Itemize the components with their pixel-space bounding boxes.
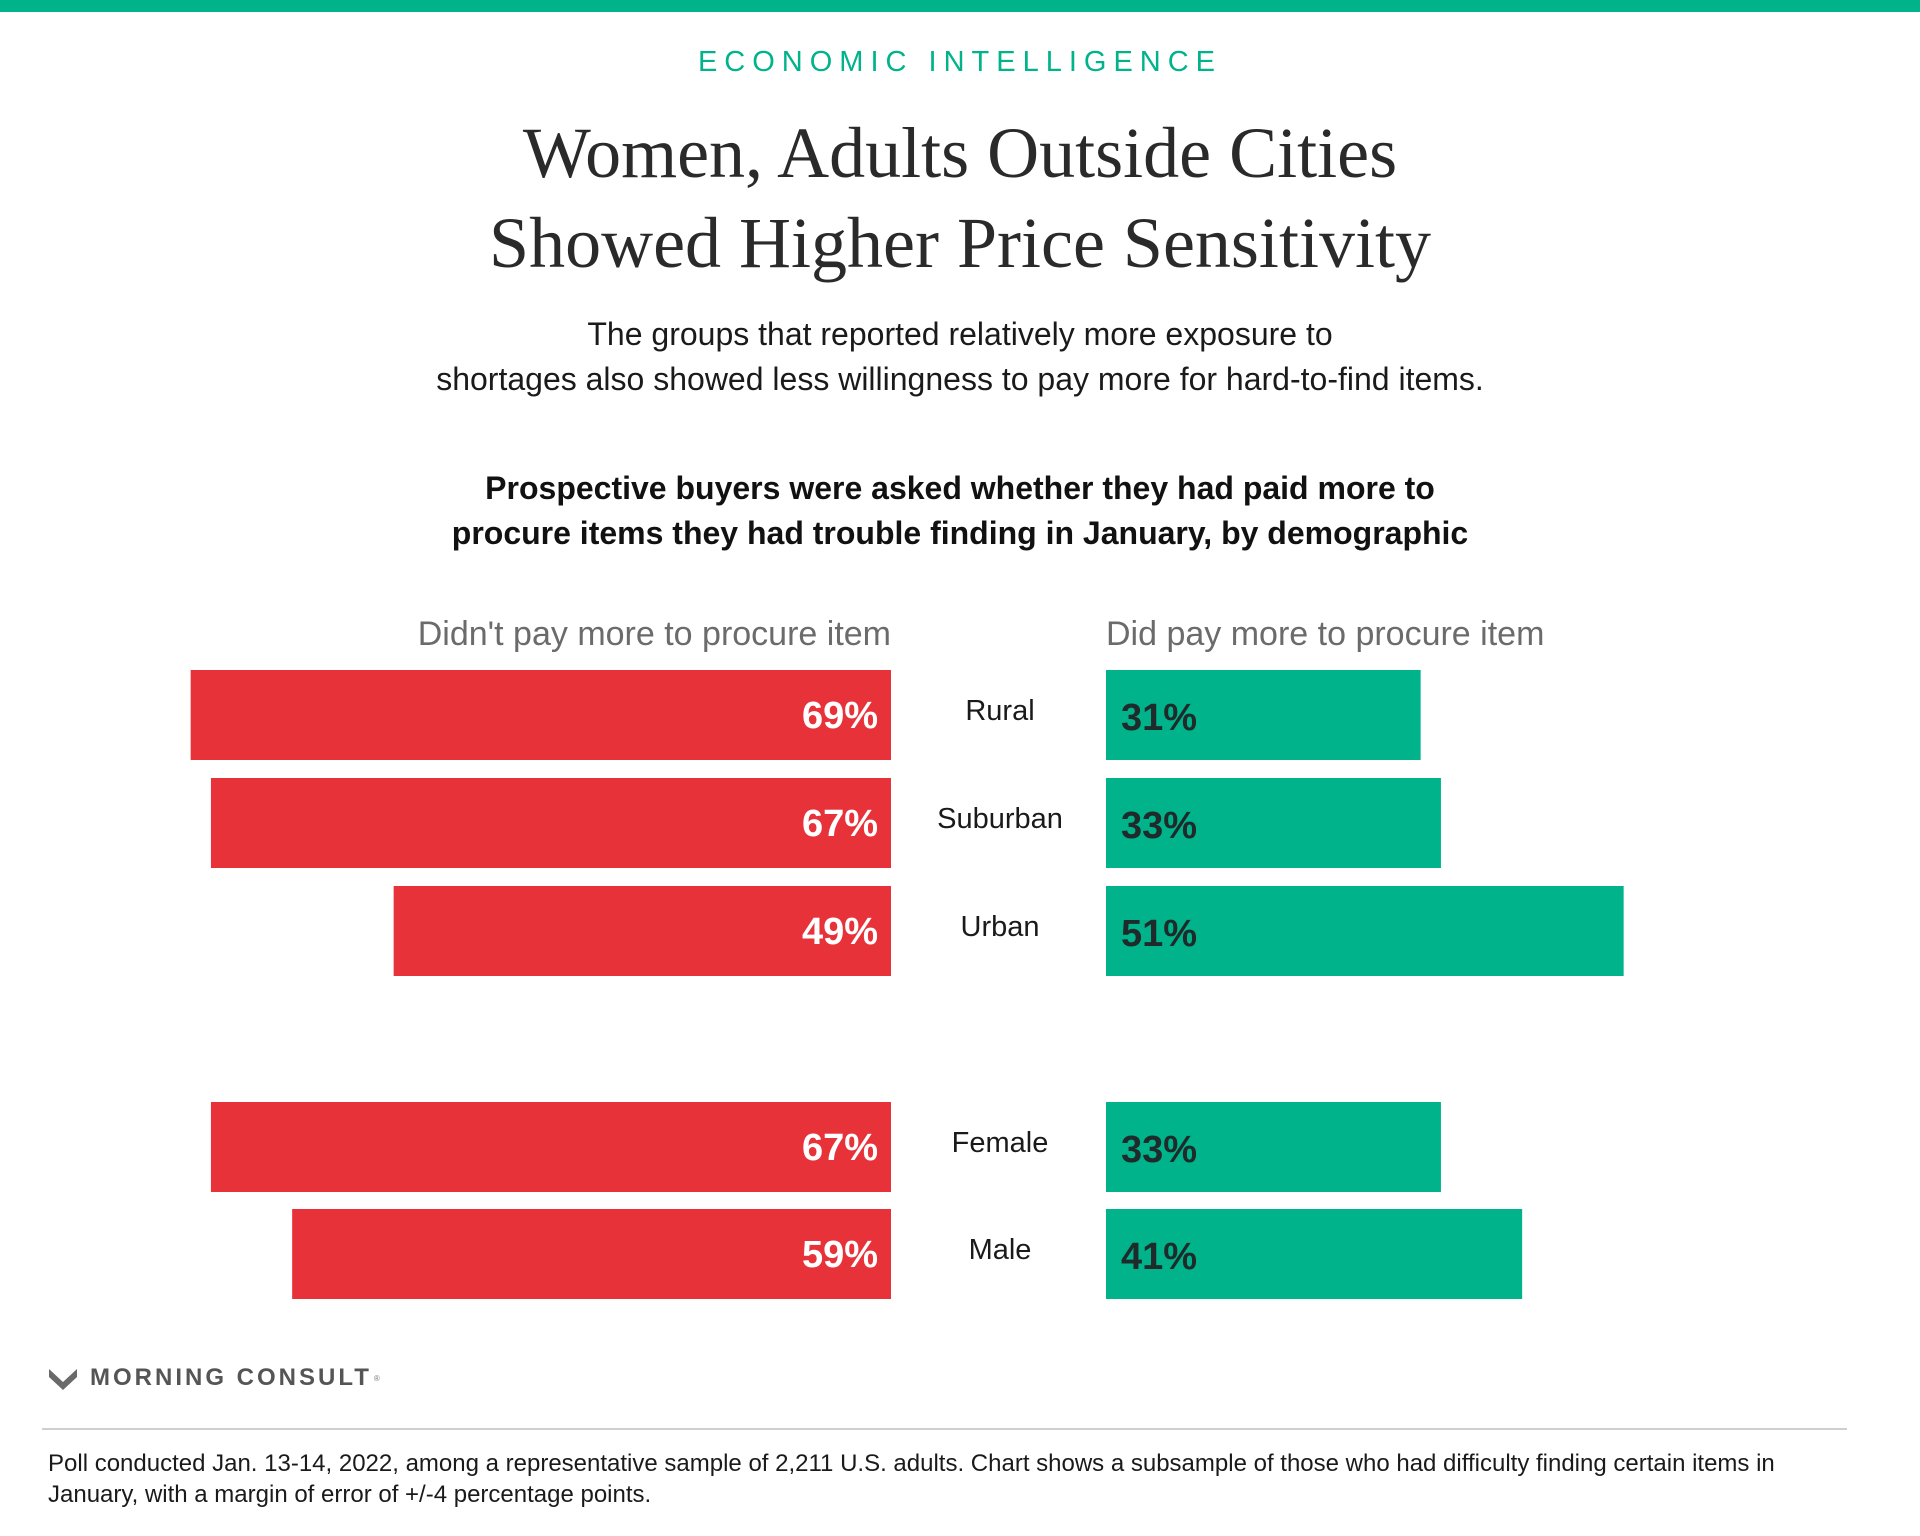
bar-did-pay-suburban	[1106, 778, 1441, 868]
data-label-did-pay-rural: 31%	[1121, 697, 1197, 739]
top-accent-rule	[0, 0, 1920, 12]
title-line-2: Showed Higher Price Sensitivity	[489, 203, 1431, 283]
subtitle: The groups that reported relatively more…	[0, 312, 1920, 402]
data-label-did-pay-urban: 51%	[1121, 913, 1197, 955]
footer-divider	[42, 1428, 1847, 1430]
category-label-female: Female	[952, 1127, 1049, 1159]
bar-didnt-pay-urban	[393, 886, 891, 976]
bar-did-pay-urban	[1106, 886, 1624, 976]
data-label-didnt-pay-urban: 49%	[802, 911, 878, 953]
bar-didnt-pay-male	[292, 1209, 891, 1299]
diverging-bar-chart: Didn't pay more to procure item Did pay m…	[190, 615, 1624, 1299]
bar-did-pay-rural	[1106, 670, 1421, 760]
brand-logo: MORNING CONSULT ®	[48, 1364, 380, 1392]
subtitle-line-2: shortages also showed less willingness t…	[436, 361, 1484, 397]
category-label-male: Male	[969, 1234, 1032, 1266]
chart-title-line-2: procure items they had trouble finding i…	[451, 515, 1469, 551]
morning-consult-m-icon	[49, 1369, 77, 1390]
kicker-label: ECONOMIC INTELLIGENCE	[697, 46, 1223, 78]
data-label-didnt-pay-rural: 69%	[802, 695, 878, 737]
bar-didnt-pay-suburban	[210, 778, 891, 868]
chart-title-line-1: Prospective buyers were asked whether th…	[485, 470, 1435, 506]
data-label-didnt-pay-male: 59%	[802, 1234, 878, 1276]
legend-didnt-pay: Didn't pay more to procure item	[418, 615, 891, 653]
chart-title: Prospective buyers were asked whether th…	[0, 466, 1920, 556]
page-title: Women, Adults Outside Cities Showed High…	[0, 108, 1920, 288]
legend-did-pay: Did pay more to procure item	[1106, 615, 1544, 653]
footnote: Poll conducted Jan. 13-14, 2022, among a…	[48, 1450, 1775, 1508]
category-label-urban: Urban	[961, 911, 1040, 943]
category-label-suburban: Suburban	[937, 803, 1063, 835]
category-label-rural: Rural	[965, 695, 1034, 727]
brand-name: MORNING CONSULT	[90, 1364, 372, 1391]
bar-didnt-pay-female	[210, 1102, 891, 1192]
title-line-1: Women, Adults Outside Cities	[522, 113, 1398, 193]
data-label-did-pay-male: 41%	[1121, 1236, 1197, 1278]
data-label-didnt-pay-female: 67%	[802, 1127, 878, 1169]
bar-didnt-pay-rural	[190, 670, 891, 760]
data-label-did-pay-female: 33%	[1121, 1129, 1197, 1171]
bar-did-pay-female	[1106, 1102, 1441, 1192]
data-label-did-pay-suburban: 33%	[1121, 805, 1197, 847]
subtitle-line-1: The groups that reported relatively more…	[587, 316, 1333, 352]
data-label-didnt-pay-suburban: 67%	[802, 803, 878, 845]
bar-did-pay-male	[1106, 1209, 1523, 1299]
brand-registered-mark: ®	[373, 1373, 380, 1383]
